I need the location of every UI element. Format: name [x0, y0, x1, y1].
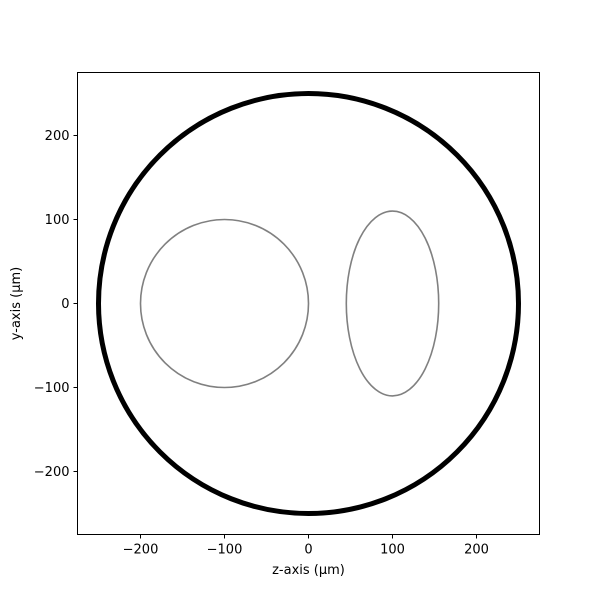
x-tick-label: 200: [464, 543, 489, 558]
plot-frame: [77, 72, 540, 535]
y-tick-label: 0: [61, 297, 69, 312]
x-tick-label: −100: [207, 543, 243, 558]
right-ellipse: [345, 210, 440, 397]
y-tick-label: 200: [45, 129, 70, 144]
x-axis-label: z-axis (µm): [272, 563, 345, 578]
x-tick-label: 0: [304, 543, 312, 558]
x-tick-label: 100: [380, 543, 405, 558]
left-circle: [139, 218, 310, 389]
curves-layer: [96, 91, 521, 516]
y-tick-label: −200: [34, 465, 70, 480]
y-axis-label: y-axis (µm): [9, 267, 24, 340]
y-tick-label: −100: [34, 381, 70, 396]
ticks-layer: −200 −100 0 100 200 −200 −100 0 100 200: [34, 129, 489, 558]
outer-boundary-circle: [96, 91, 521, 516]
x-tick-label: −200: [123, 543, 159, 558]
y-tick-label: 100: [45, 213, 70, 228]
